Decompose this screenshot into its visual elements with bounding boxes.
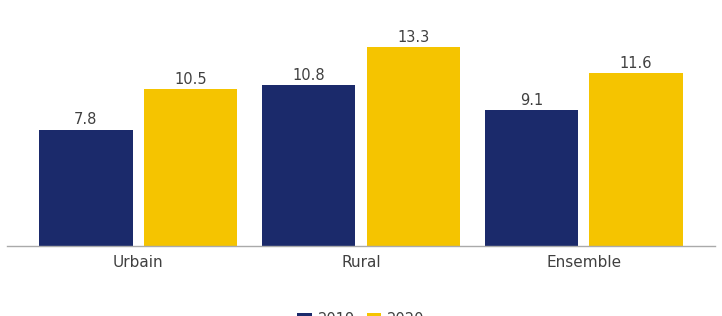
Bar <box>262 85 355 246</box>
Bar <box>39 130 133 246</box>
Text: 10.8: 10.8 <box>292 68 325 82</box>
Bar <box>484 110 578 246</box>
Bar <box>367 47 460 246</box>
Legend: 2019, 2020: 2019, 2020 <box>292 307 430 316</box>
Text: 7.8: 7.8 <box>74 112 97 127</box>
Text: 10.5: 10.5 <box>174 72 207 87</box>
Bar <box>589 73 683 246</box>
Text: 13.3: 13.3 <box>397 30 430 45</box>
Text: 11.6: 11.6 <box>620 56 653 70</box>
Bar <box>144 89 238 246</box>
Text: 9.1: 9.1 <box>520 93 543 108</box>
